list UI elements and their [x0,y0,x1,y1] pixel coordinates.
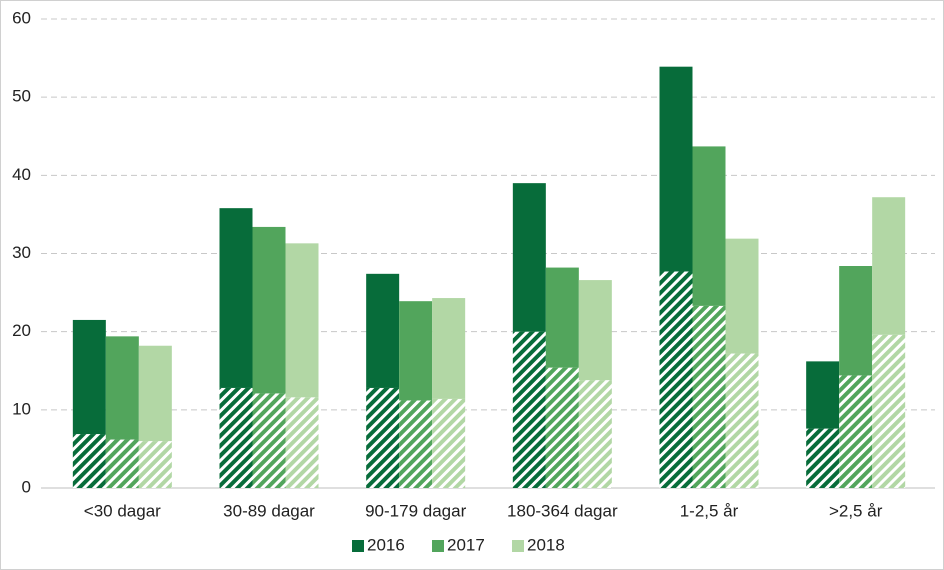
y-tick-label: 60 [12,8,31,27]
bar-segment [512,183,546,332]
bar-segment-hatched [219,387,253,488]
bar-segment-hatched [512,331,546,488]
x-tick-label: 90-179 dagar [365,501,466,520]
bar-segment-hatched [839,375,873,488]
y-tick-label: 0 [22,477,31,496]
y-tick-label: 20 [12,321,31,340]
bar-segment-hatched [692,305,726,488]
legend-label: 2018 [527,535,565,554]
legend-label: 2016 [367,535,405,554]
bar-segment-hatched [806,428,840,488]
bar-segment [285,243,319,398]
bar-segment [578,280,612,381]
legend-label: 2017 [447,535,485,554]
bar-segment [872,197,906,335]
bar-segment [725,238,759,354]
bar-segment-hatched [105,439,139,488]
x-tick-label: 1-2,5 år [680,501,739,520]
legend-swatch [352,540,364,552]
bar-segment [219,208,253,388]
y-tick-label: 50 [12,87,31,106]
legend-swatch [512,540,524,552]
bar-segment [138,345,172,442]
bar-segment-hatched [659,271,693,488]
bar-segment-hatched [72,434,106,488]
y-tick-label: 40 [12,165,31,184]
bar-segment [399,301,433,401]
bar-segment [659,66,693,272]
y-tick-label: 10 [12,399,31,418]
x-tick-label: 30-89 dagar [223,501,315,520]
bar-segment-hatched [872,334,906,488]
bar-segment [432,298,466,399]
x-tick-label: 180-364 dagar [507,501,618,520]
bar-segment [252,226,286,394]
bar-segment [72,319,106,435]
bar-segment [105,336,139,440]
bar-segment-hatched [432,398,466,488]
x-tick-label: >2,5 år [829,501,883,520]
bar-segment-hatched [578,380,612,488]
bar-segment-hatched [138,441,172,488]
bar-segment-hatched [285,397,319,488]
x-tick-label: <30 dagar [84,501,161,520]
bar-segment-hatched [252,393,286,488]
bar-segment-hatched [725,353,759,488]
bar-segment-hatched [399,400,433,488]
legend-swatch [432,540,444,552]
bar-segment [692,146,726,306]
bar-segment-hatched [545,367,579,488]
bar-segment [806,361,840,429]
bar-segment [839,266,873,376]
bar-segment [545,267,579,368]
bar-segment [366,273,400,388]
bar-segment-hatched [366,387,400,488]
y-tick-label: 30 [12,243,31,262]
